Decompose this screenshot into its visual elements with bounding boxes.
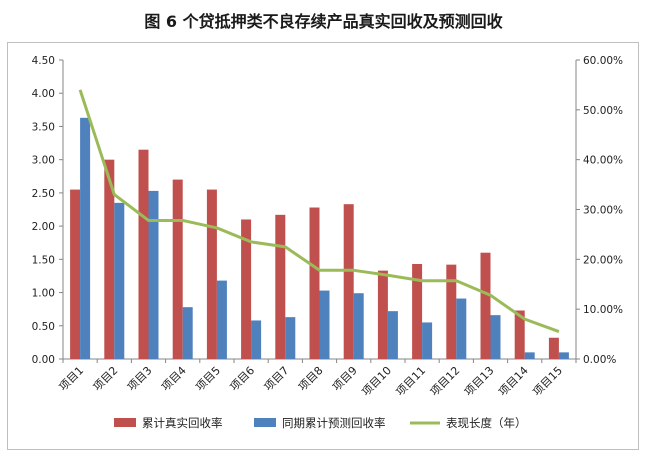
- legend-swatch: [254, 418, 276, 427]
- y-right-tick-label: 0.00%: [583, 354, 616, 366]
- y-left-tick-label: 2.00: [32, 221, 55, 233]
- y-left-tick-label: 0.00: [32, 354, 55, 366]
- chart-title: 图 6 个贷抵押类不良存续产品真实回收及预测回收: [144, 12, 503, 31]
- bar-predicted-recovery: [387, 311, 398, 359]
- y-left-tick-label: 1.50: [32, 254, 55, 266]
- y-right-tick-label: 20.00%: [583, 254, 623, 266]
- bar-actual-recovery: [206, 189, 217, 359]
- x-tick-label: 项目9: [330, 364, 360, 394]
- bar-predicted-recovery: [285, 317, 296, 359]
- bar-predicted-recovery: [182, 307, 193, 359]
- bar-actual-recovery: [104, 159, 115, 359]
- legend: 累计真实回收率 同期累计预测回收率 表现长度（年）: [114, 416, 527, 430]
- x-tick-label: 项目1: [57, 364, 87, 394]
- bar-actual-recovery: [377, 270, 388, 359]
- x-tick-label: 项目13: [462, 364, 497, 399]
- y-right-tick-label: 40.00%: [583, 155, 623, 167]
- x-tick-label: 项目10: [359, 364, 394, 399]
- y-right-tick-label: 30.00%: [583, 205, 623, 217]
- x-tick-label: 项目8: [296, 364, 326, 394]
- y-left-tick-label: 3.00: [32, 155, 55, 167]
- y-left-tick-label: 4.00: [32, 88, 55, 100]
- x-tick-label: 项目4: [159, 364, 189, 394]
- bar-predicted-recovery: [216, 280, 227, 359]
- x-tick-label: 项目14: [496, 364, 531, 399]
- bar-predicted-recovery: [114, 202, 125, 359]
- y-left-tick-label: 1.00: [32, 288, 55, 300]
- bar-actual-recovery: [309, 207, 320, 359]
- bar-predicted-recovery: [558, 352, 569, 359]
- y-right-tick-label: 10.00%: [583, 304, 623, 316]
- x-tick-label: 项目12: [428, 364, 463, 399]
- x-tick-label: 项目15: [530, 364, 565, 399]
- bar-predicted-recovery: [456, 298, 467, 359]
- bar-predicted-recovery: [319, 290, 330, 359]
- x-tick-label: 项目5: [193, 364, 223, 394]
- y-right-tick-label: 50.00%: [583, 105, 623, 117]
- bar-actual-recovery: [172, 179, 183, 359]
- legend-label: 累计真实回收率: [142, 416, 223, 430]
- y-left-tick-label: 3.50: [32, 121, 55, 133]
- bar-actual-recovery: [548, 337, 559, 359]
- x-tick-label: 项目2: [91, 364, 121, 394]
- line-performance-length: [78, 89, 560, 333]
- bar-actual-recovery: [138, 149, 149, 359]
- x-tick-label: 项目6: [228, 364, 258, 394]
- x-tick-label: 项目7: [262, 364, 292, 394]
- bar-actual-recovery: [412, 263, 423, 359]
- line-series: [78, 89, 560, 333]
- legend-swatch: [114, 418, 136, 427]
- bar-actual-recovery: [514, 310, 525, 359]
- bar-predicted-recovery: [422, 322, 433, 359]
- y-left-tick-label: 4.50: [32, 55, 55, 67]
- legend-label: 表现长度（年）: [446, 416, 527, 430]
- bar-actual-recovery: [275, 214, 286, 359]
- y-left-tick-label: 0.50: [32, 321, 55, 333]
- bar-actual-recovery: [446, 264, 457, 359]
- y-right-tick-label: 60.00%: [583, 55, 623, 67]
- x-tick-label: 项目11: [394, 364, 429, 399]
- bar-predicted-recovery: [353, 293, 364, 359]
- bar-predicted-recovery: [148, 190, 159, 359]
- bar-actual-recovery: [343, 204, 354, 359]
- bar-actual-recovery: [480, 252, 491, 359]
- bar-actual-recovery: [70, 189, 81, 359]
- legend-label: 同期累计预测回收率: [282, 416, 386, 430]
- bar-predicted-recovery: [80, 117, 91, 359]
- bar-predicted-recovery: [490, 315, 501, 359]
- bar-predicted-recovery: [251, 320, 262, 359]
- bar-predicted-recovery: [524, 352, 535, 359]
- y-left-tick-label: 2.50: [32, 188, 55, 200]
- bars: [70, 117, 569, 359]
- x-tick-label: 项目3: [125, 364, 155, 394]
- bar-actual-recovery: [241, 219, 252, 359]
